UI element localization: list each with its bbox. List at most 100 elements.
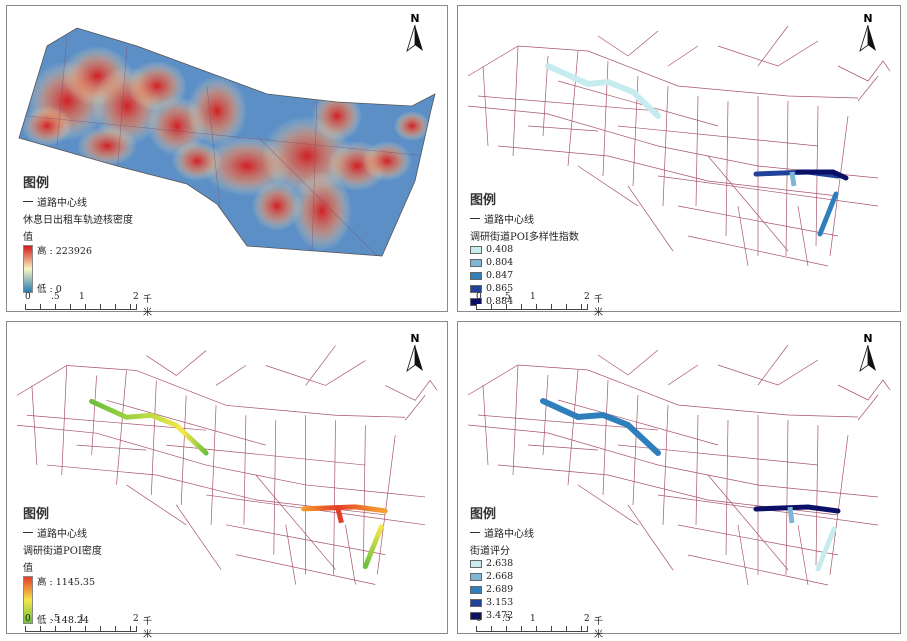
legend: 图例 道路中心线 调研街道POI多样性指数 0.408 0.804 0.847 0.8… xyxy=(470,189,579,308)
legend: 图例 道路中心线 调研街道POI密度 值 高 : 1145.35 低 : 148.… xyxy=(23,503,102,626)
road-segment xyxy=(829,434,849,576)
road-segment xyxy=(627,185,674,252)
low-label: 低 : 148.24 xyxy=(37,615,89,626)
hotspot-layer xyxy=(22,46,430,251)
road-segment xyxy=(542,55,549,137)
road-segment xyxy=(837,60,891,82)
road-segment xyxy=(667,364,699,386)
class-swatch xyxy=(470,585,482,594)
class-label: 2.638 xyxy=(486,558,514,569)
legend-title: 图例 xyxy=(470,193,497,208)
scale-tick: 0 xyxy=(476,614,482,624)
north-arrow: N xyxy=(403,332,427,373)
north-label: N xyxy=(863,12,873,25)
road-segment xyxy=(815,424,819,566)
road-segment xyxy=(567,50,579,167)
scale-bar-graphic xyxy=(476,304,588,310)
scale-bar-graphic xyxy=(25,626,137,632)
road-segment xyxy=(235,554,376,585)
scale-unit: 千米 xyxy=(594,295,604,318)
layer-title: 休息日出租车轨迹核密度 xyxy=(23,215,133,226)
class-label: 0.884 xyxy=(486,296,514,307)
scale-tick: 2 xyxy=(584,292,590,302)
scale-tick: .5 xyxy=(51,292,60,302)
road-segment xyxy=(725,100,729,237)
scale-tick: .5 xyxy=(502,614,511,624)
scale-tick: 2 xyxy=(133,614,139,624)
scale-unit: 千米 xyxy=(594,617,604,640)
road-label: 道路中心线 xyxy=(484,215,534,226)
class-label: 0.408 xyxy=(486,244,514,255)
legend-title: 图例 xyxy=(470,507,497,522)
class-swatch xyxy=(470,559,482,568)
highlight-streets xyxy=(540,398,841,572)
north-arrow-icon xyxy=(859,345,876,373)
value-label: 值 xyxy=(23,232,33,243)
road-segment xyxy=(363,425,366,565)
road-segment xyxy=(617,125,819,147)
legend-title: 图例 xyxy=(23,176,50,191)
map-canvas xyxy=(18,27,436,257)
layer-title: 调研街道POI密度 xyxy=(23,546,102,557)
class-label: 0.847 xyxy=(486,270,514,281)
north-arrow-icon xyxy=(406,345,423,373)
road-segment xyxy=(333,420,336,575)
class-swatch xyxy=(470,271,482,280)
road-segment xyxy=(225,524,386,555)
road-segment xyxy=(602,379,609,496)
road-label: 道路中心线 xyxy=(37,198,87,209)
north-label: N xyxy=(410,332,420,345)
scale-bar: 0 .5 1 2 千米 xyxy=(476,292,606,318)
road-segment xyxy=(305,345,336,386)
low-label: 低 : 0 xyxy=(37,284,62,295)
map-panel-poi-diversity: N 图例 道路中心线 调研街道POI多样性指数 0.408 0.804 0.847 0… xyxy=(457,5,901,318)
road-segment xyxy=(467,424,879,498)
road-segment xyxy=(482,384,489,466)
legend-class-item: 2.689 xyxy=(470,583,534,596)
road-segment xyxy=(175,504,222,570)
road-segment xyxy=(757,25,789,67)
road-segment xyxy=(797,205,809,267)
road-segment xyxy=(837,379,891,401)
road-segment xyxy=(662,85,669,207)
class-label: 3.472 xyxy=(486,610,514,621)
road-segment xyxy=(243,415,247,525)
road-segment xyxy=(265,360,366,386)
legend-class-item: 3.472 xyxy=(470,609,534,622)
value-label: 值 xyxy=(23,563,33,574)
legend-road: 道路中心线 xyxy=(470,525,534,540)
road-segment xyxy=(737,524,749,586)
road-segment xyxy=(527,444,599,451)
road-segment xyxy=(707,474,789,571)
road-segment xyxy=(497,145,839,197)
road-segment xyxy=(667,45,699,67)
scale-bar: 0 .5 1 2 千米 xyxy=(25,292,155,318)
road-segment xyxy=(687,554,829,586)
road-segment xyxy=(273,420,277,555)
road-line-swatch xyxy=(470,532,480,533)
road-segment xyxy=(116,370,127,485)
road-segment xyxy=(785,100,789,257)
road-segment xyxy=(829,115,849,257)
map-panel-street-score: N 图例 道路中心线 街道评分 2.638 2.668 2.689 3.153 3.47… xyxy=(457,321,901,640)
class-list: 2.638 2.668 2.689 3.153 3.472 xyxy=(470,557,534,622)
road-line-swatch xyxy=(23,201,33,202)
road-segment xyxy=(467,45,859,99)
road-segment xyxy=(785,419,789,576)
high-label: 高 : 223926 xyxy=(37,246,93,257)
road-segment xyxy=(695,95,699,207)
scale-tick: 2 xyxy=(584,614,590,624)
road-label: 道路中心线 xyxy=(484,529,534,540)
scale-unit: 千米 xyxy=(143,617,153,640)
legend-class-item: 0.804 xyxy=(470,256,579,269)
north-arrow: N xyxy=(856,12,880,53)
road-segment xyxy=(717,359,819,386)
road-segment xyxy=(557,80,719,127)
road-segment xyxy=(345,524,356,585)
scale-tick: 0 xyxy=(25,614,31,624)
scale-tick: .5 xyxy=(502,292,511,302)
scale-tick: 1 xyxy=(79,292,85,302)
road-segment xyxy=(717,40,819,67)
road-segment xyxy=(512,364,519,476)
highlight-streets xyxy=(89,398,388,570)
